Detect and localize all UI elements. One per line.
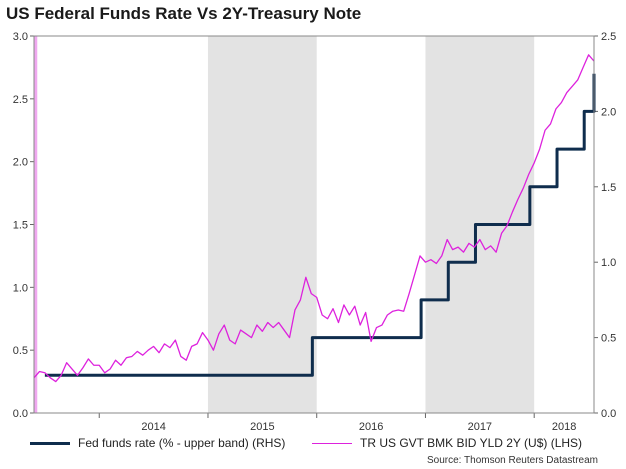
left-tick-label-3: 1.5 [13, 220, 28, 232]
plot-frame [33, 35, 595, 414]
right-tick-label-3: 1.5 [601, 182, 616, 194]
right-tick-label-1: 0.5 [601, 333, 616, 345]
legend-label-treasury-2y: TR US GVT BMK BID YLD 2Y (U$) (LHS) [360, 436, 583, 450]
treasury-2y-yield-line [33, 54, 595, 383]
legend-swatch-treasury-2y [312, 442, 352, 444]
x-tick-label-1: 2015 [250, 421, 274, 433]
legend-item-fed-funds: Fed funds rate (% - upper band) (RHS) [30, 436, 285, 450]
shaded-band-0 [34, 36, 38, 413]
legend-swatch-fed-funds [30, 441, 70, 445]
x-tick-label-2: 2016 [359, 421, 383, 433]
right-tick-label-0: 0.0 [601, 408, 616, 420]
right-tick-label-5: 2.5 [601, 31, 616, 43]
legend: Fed funds rate (% - upper band) (RHS) TR… [30, 436, 620, 454]
right-tick-label-4: 2.0 [601, 106, 616, 118]
source-note: Source: Thomson Reuters Datastream [426, 455, 598, 466]
left-tick-label-5: 2.5 [13, 94, 28, 106]
legend-label-fed-funds: Fed funds rate (% - upper band) (RHS) [78, 436, 286, 450]
x-tick-label-4: 2018 [552, 421, 576, 433]
fed-funds-rate-line [44, 73, 596, 377]
left-tick-label-0: 0.0 [13, 408, 28, 420]
left-tick-label-1: 0.5 [13, 345, 28, 357]
left-tick-label-4: 2.0 [13, 157, 28, 169]
x-tick-label-0: 2014 [141, 421, 165, 433]
left-tick-label-2: 1.0 [13, 282, 28, 294]
left-tick-label-6: 3.0 [13, 31, 28, 43]
x-tick-label-3: 2017 [468, 421, 492, 433]
legend-item-treasury-2y: TR US GVT BMK BID YLD 2Y (U$) (LHS) [312, 436, 582, 450]
right-tick-label-2: 1.0 [601, 257, 616, 269]
chart-title: US Federal Funds Rate Vs 2Y-Treasury Not… [6, 4, 362, 23]
shaded-band-1 [207, 36, 317, 413]
